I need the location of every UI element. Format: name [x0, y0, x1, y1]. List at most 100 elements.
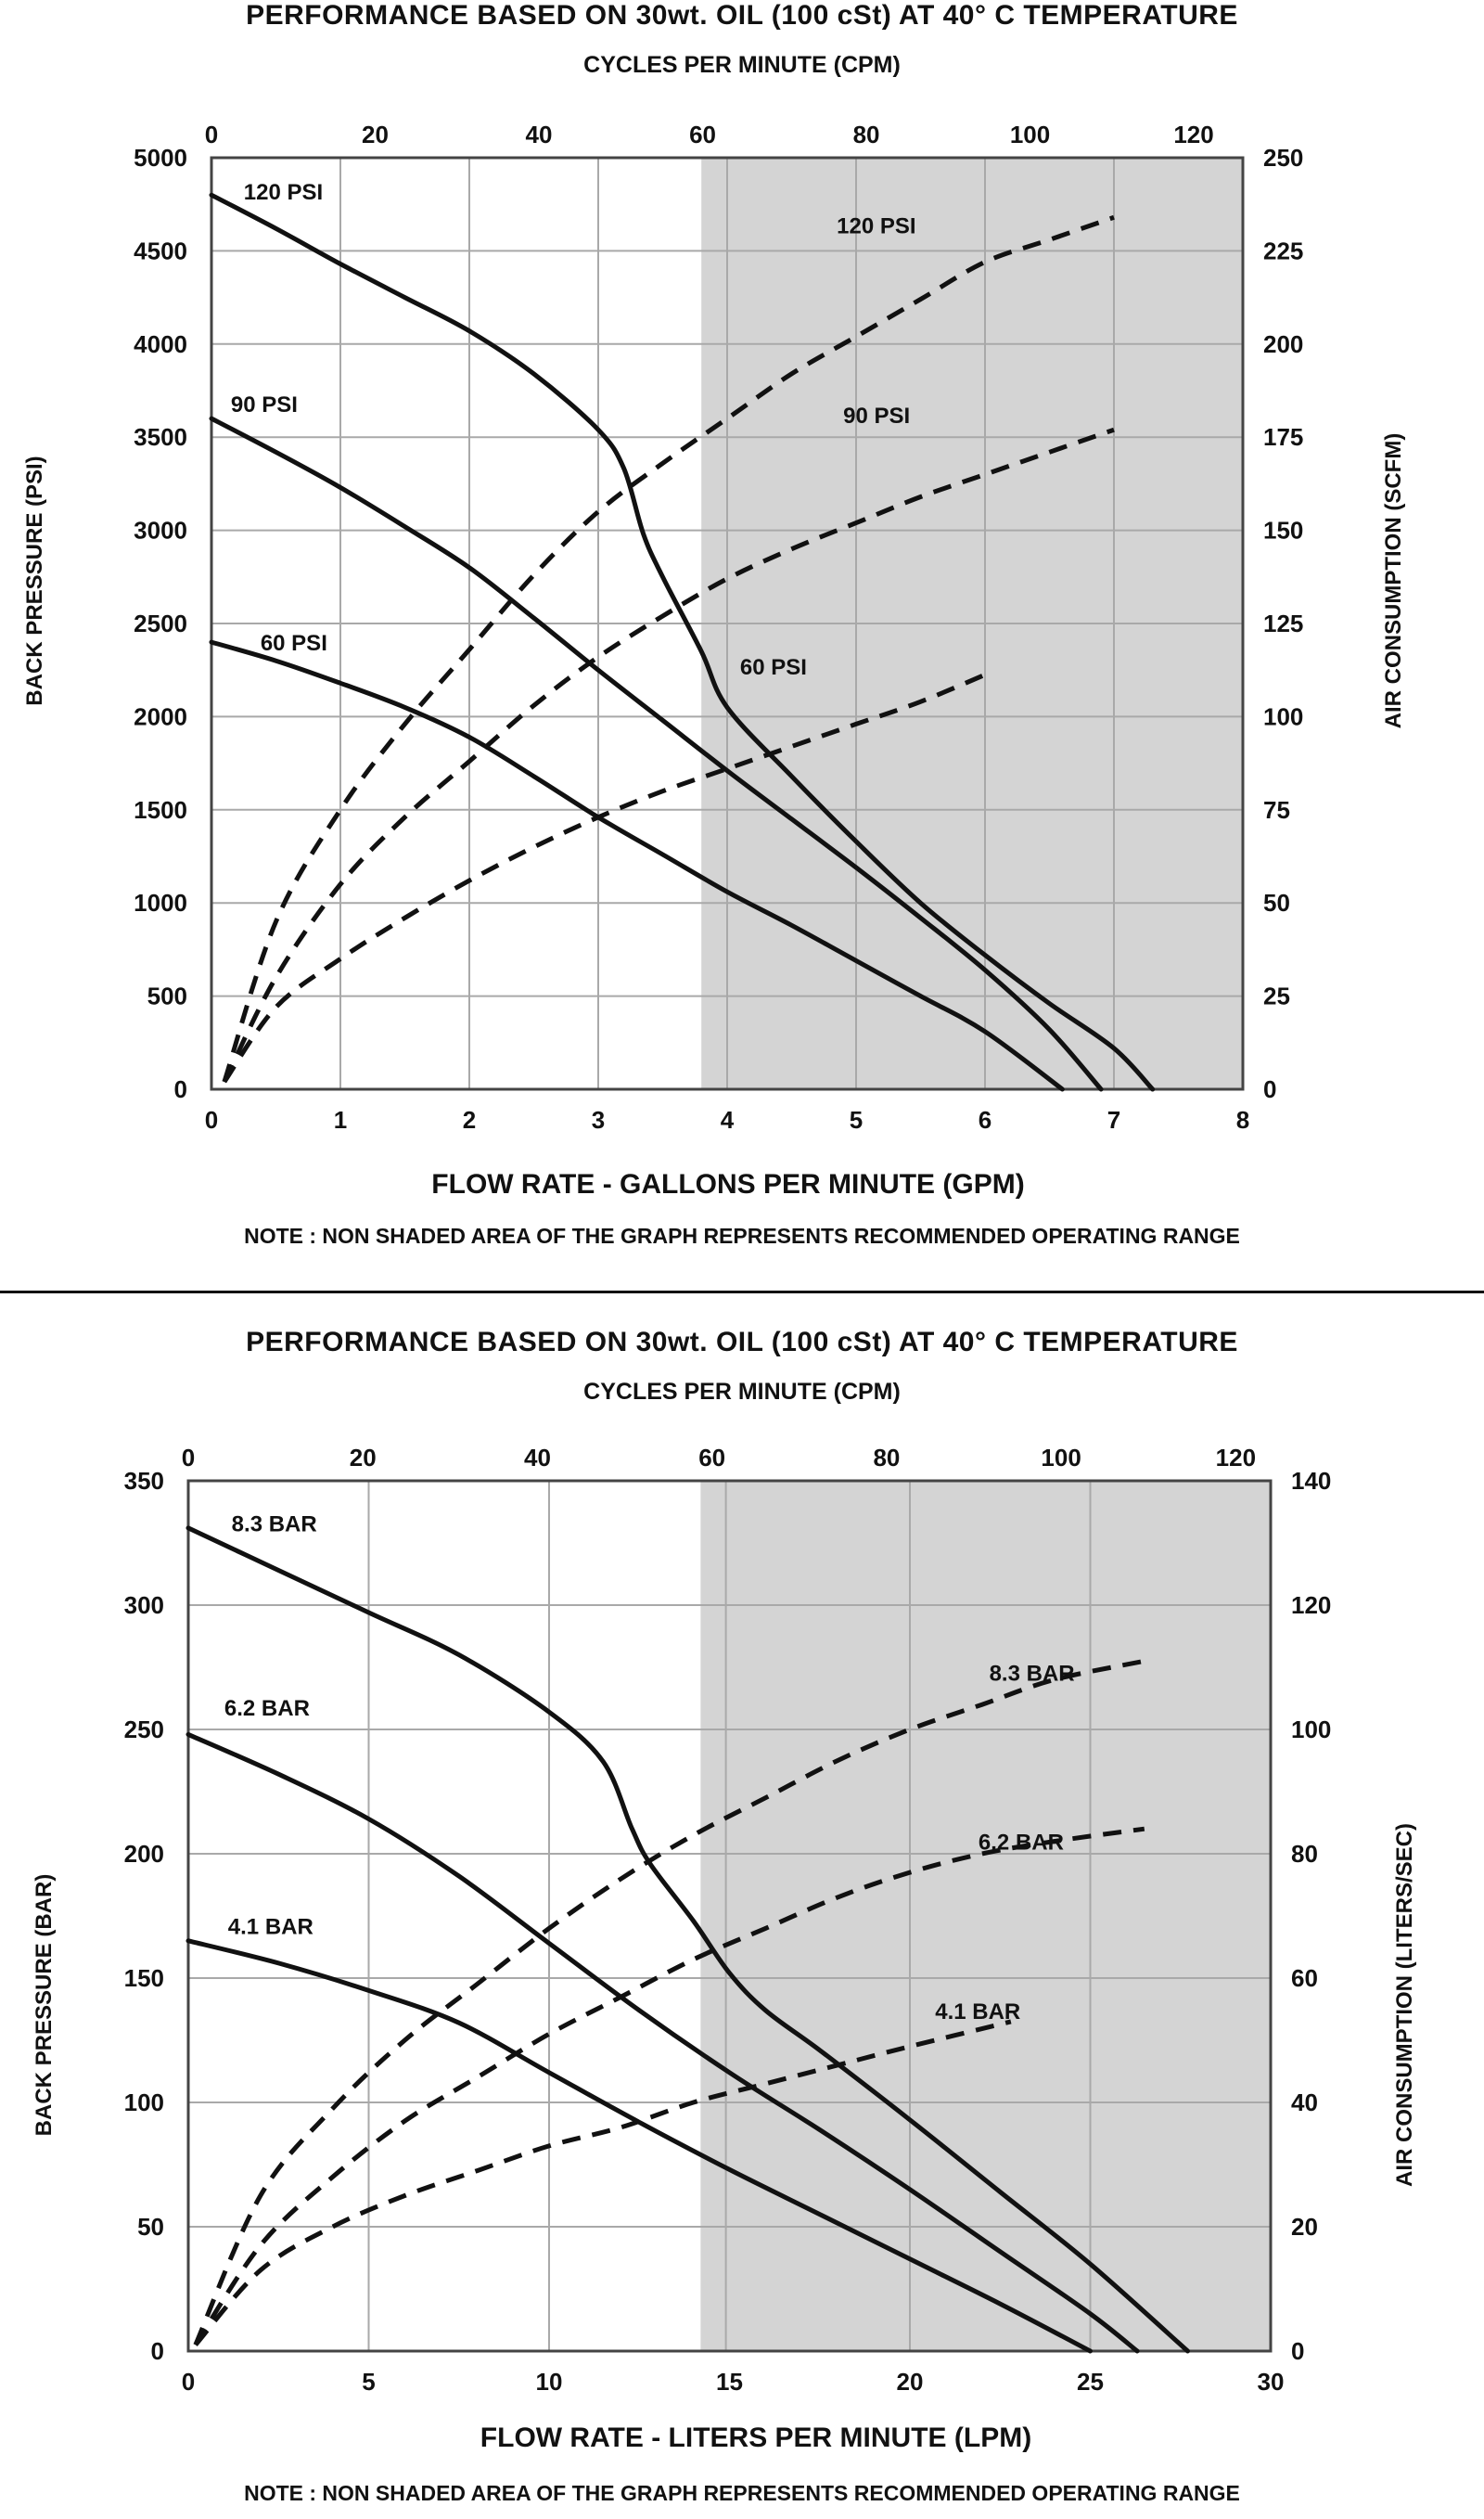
- air-consumption-line-4: [222, 427, 1115, 1084]
- back-pressure-line-1: [209, 416, 1104, 1092]
- curve-label: 4.1 BAR: [228, 1915, 313, 1940]
- y-tick-label: 150: [124, 1964, 164, 1992]
- chart-title: PERFORMANCE BASED ON 30wt. OIL (100 cSt)…: [246, 0, 1238, 31]
- air-consumption-line-3: [193, 1658, 1145, 2346]
- x2-tick-label: 80: [853, 121, 880, 148]
- chart-panel-psi: PERFORMANCE BASED ON 30wt. OIL (100 cSt)…: [22, 0, 1406, 1248]
- y2-tick-label: 250: [1263, 144, 1303, 172]
- chart-plot-bar: 0 5 10 15 20 25 300 20 40 60 80 100 1200501001502002…: [124, 1444, 1332, 2396]
- y2-tick-label: 80: [1291, 1840, 1318, 1868]
- x2-tick-label: 120: [1173, 121, 1213, 148]
- panel-divider: [0, 1291, 1484, 1293]
- air-consumption-line-4: [193, 1826, 1145, 2346]
- air-consumption-line-5: [222, 669, 992, 1084]
- y-tick-label: 0: [151, 2337, 164, 2365]
- plot-frame: [186, 1479, 1273, 2353]
- y-tick-label: 3000: [134, 517, 187, 545]
- curve-label: 120 PSI: [244, 180, 323, 205]
- y-tick-label: 100: [124, 2088, 164, 2116]
- y2-tick-label: 140: [1291, 1467, 1331, 1495]
- plot-frame: [210, 156, 1245, 1091]
- y-tick-label: 250: [124, 1716, 164, 1743]
- x2-tick-label: 120: [1216, 1444, 1256, 1472]
- air-consumption-line-5: [193, 2019, 1012, 2346]
- y2-tick-label: 100: [1291, 1716, 1331, 1743]
- y2-tick-label: 20: [1291, 2213, 1318, 2241]
- y-tick-label: 1500: [134, 796, 187, 824]
- curve-label: 6.2 BAR: [979, 1831, 1064, 1856]
- y-tick-label: 2500: [134, 610, 187, 637]
- back-pressure-line-0: [186, 1525, 1190, 2354]
- y-axis-label: BACK PRESSURE (PSI): [22, 456, 47, 706]
- y2-tick-label: 225: [1263, 237, 1303, 264]
- x-tick-label: 3: [592, 1106, 605, 1134]
- x-tick-label: 5: [850, 1106, 863, 1134]
- x2-tick-label: 100: [1041, 1444, 1081, 1472]
- y2-tick-label: 0: [1291, 2337, 1304, 2365]
- x-tick-label: 0: [205, 1106, 218, 1134]
- y2-tick-label: 175: [1263, 423, 1303, 451]
- back-pressure-line-2: [209, 639, 1065, 1092]
- chart-note: NOTE : NON SHADED AREA OF THE GRAPH REPR…: [244, 2481, 1240, 2505]
- curve-label: 120 PSI: [837, 213, 915, 238]
- y-tick-label: 200: [124, 1840, 164, 1868]
- back-pressure-line-1: [186, 1731, 1140, 2354]
- y2-tick-label: 50: [1263, 889, 1290, 917]
- y-tick-label: 1000: [134, 889, 187, 917]
- x-tick-label: 2: [463, 1106, 476, 1134]
- y-tick-label: 300: [124, 1591, 164, 1619]
- shaded-region: [700, 1481, 1271, 2351]
- curve-label: 90 PSI: [843, 404, 910, 429]
- curve-label: 8.3 BAR: [232, 1512, 317, 1537]
- y2-tick-label: 200: [1263, 330, 1303, 358]
- chart-plot-psi: 0 1 2 3 4 5 6 7 80 20 40 60 80 100 1200500100015002000…: [134, 121, 1303, 1134]
- curve-label: 60 PSI: [740, 655, 807, 680]
- x2-axis-label: CYCLES PER MINUTE (CPM): [583, 1379, 901, 1405]
- y2-tick-label: 40: [1291, 2088, 1318, 2116]
- x-tick-label: 4: [721, 1106, 735, 1134]
- chart-panel-bar: PERFORMANCE BASED ON 30wt. OIL (100 cSt)…: [0, 1295, 1484, 2519]
- y-tick-label: 350: [124, 1467, 164, 1495]
- x-tick-label: 25: [1077, 2368, 1104, 2396]
- y2-tick-label: 25: [1263, 983, 1290, 1010]
- x-tick-label: 1: [334, 1106, 347, 1134]
- x2-tick-label: 0: [205, 121, 218, 148]
- x2-tick-label: 40: [526, 121, 553, 148]
- y2-tick-label: 120: [1291, 1591, 1331, 1619]
- y-axis-label: BACK PRESSURE (BAR): [32, 1873, 57, 2137]
- x2-tick-label: 0: [182, 1444, 195, 1472]
- x-tick-label: 5: [362, 2368, 375, 2396]
- x2-tick-label: 20: [350, 1444, 377, 1472]
- x2-tick-label: 60: [689, 121, 716, 148]
- x-tick-label: 10: [536, 2368, 563, 2396]
- air-consumption-line-3: [222, 214, 1115, 1083]
- y2-tick-label: 75: [1263, 796, 1290, 824]
- x-tick-label: 30: [1258, 2368, 1285, 2396]
- x-axis-label: FLOW RATE - GALLONS PER MINUTE (GPM): [431, 1169, 1025, 1200]
- chart-note: NOTE : NON SHADED AREA OF THE GRAPH REPR…: [244, 1224, 1240, 1248]
- curve-label: 4.1 BAR: [935, 1999, 1020, 2024]
- x-tick-label: 8: [1236, 1106, 1249, 1134]
- x-tick-label: 0: [182, 2368, 195, 2396]
- x-tick-label: 6: [979, 1106, 991, 1134]
- curve-label: 60 PSI: [261, 631, 327, 656]
- y-tick-label: 4500: [134, 237, 187, 264]
- y2-tick-label: 150: [1263, 517, 1303, 545]
- y2-tick-label: 0: [1263, 1075, 1276, 1103]
- y2-tick-label: 60: [1291, 1964, 1318, 1992]
- y-tick-label: 50: [137, 2213, 164, 2241]
- curve-label: 90 PSI: [231, 392, 298, 418]
- curve-label: 6.2 BAR: [224, 1696, 310, 1721]
- y2-axis-label: AIR CONSUMPTION (LITERS/SEC): [1392, 1822, 1417, 2188]
- y2-tick-label: 125: [1263, 610, 1303, 637]
- y-tick-label: 2000: [134, 702, 187, 730]
- x-tick-label: 15: [716, 2368, 743, 2396]
- x2-axis-label: CYCLES PER MINUTE (CPM): [583, 52, 901, 78]
- y2-tick-label: 100: [1263, 702, 1303, 730]
- y-tick-label: 0: [174, 1075, 187, 1103]
- y-tick-label: 4000: [134, 330, 187, 358]
- y-tick-label: 5000: [134, 144, 187, 172]
- back-pressure-line-0: [209, 192, 1156, 1092]
- y-tick-label: 3500: [134, 423, 187, 451]
- x2-tick-label: 60: [698, 1444, 725, 1472]
